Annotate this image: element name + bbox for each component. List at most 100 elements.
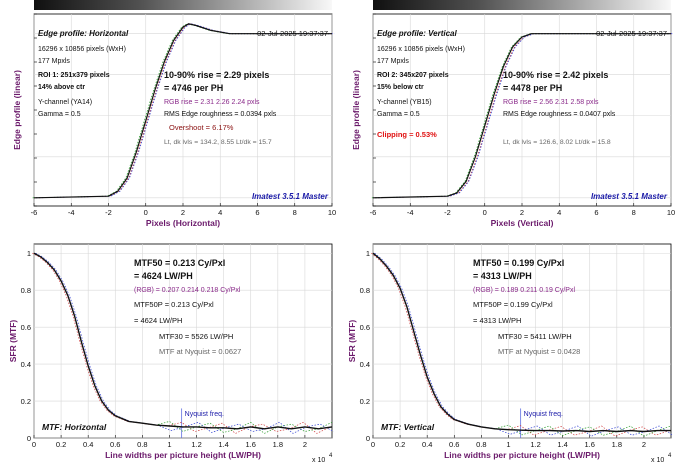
x-tick-label: 1.2	[191, 440, 201, 449]
nyquist-label: Nyquist freq.	[524, 411, 563, 418]
edge-curve	[372, 33, 671, 199]
x-tick-label: 0	[483, 208, 487, 217]
x-tick-label: 1.4	[218, 440, 228, 449]
edge-curve	[33, 23, 332, 199]
info-line: ROI 2: 345x207 pixels	[377, 72, 449, 79]
mtf50-text: MTF50 = 0.199 Cy/Pxl	[473, 258, 564, 268]
x-tick-label: 0.8	[137, 440, 147, 449]
mtf50-lwph: = 4313 LW/PH	[473, 271, 532, 281]
mtf50-rgb: (RGB) = 0.189 0.211 0.19 Cy/Pxl	[473, 287, 575, 294]
x-axis-title: Line widths per picture height (LW/PH)	[105, 450, 261, 460]
mtf30-text: MTF30 = 5411 LW/PH	[498, 332, 572, 341]
chart-title: Edge profile: Vertical	[377, 29, 458, 38]
x-tick-label: 1.8	[273, 440, 283, 449]
mtf50-text: MTF50 = 0.213 Cy/Pxl	[134, 258, 225, 268]
mtf50p-text: MTF50P = 0.199 Cy/Pxl	[473, 300, 553, 309]
nyquist-label: Nyquist freq.	[185, 411, 224, 418]
channel-curve	[36, 23, 335, 199]
x-tick-label: -6	[31, 208, 38, 217]
x-tick-label: 4	[218, 208, 222, 217]
x-tick-label: 1.6	[246, 440, 256, 449]
y-tick-label: 1	[366, 249, 370, 258]
mtf-vertical-panel: 0 0.2 0.4 0.6 0.8 1 1.2 1.4 1.6 1.8 2 0 0.2 0.4 0.6 0.8…	[347, 243, 673, 464]
x-multiplier: x 10	[651, 457, 664, 464]
x-tick-label: 0	[371, 440, 375, 449]
x-tick-label: 1.6	[585, 440, 595, 449]
info-line: Gamma = 0.5	[38, 111, 81, 118]
x-tick-label: 1.2	[530, 440, 540, 449]
y-tick-label: 0	[27, 434, 31, 443]
info-line: Gamma = 0.5	[377, 111, 420, 118]
rise-line: 10-90% rise = 2.29 pixels	[164, 70, 269, 80]
y-tick-label: 0.8	[360, 286, 370, 295]
y-tick-label: 0.4	[360, 360, 370, 369]
x-tick-label: 2	[303, 440, 307, 449]
mtf-nyquist-text: MTF at Nyquist = 0.0627	[159, 347, 241, 356]
x-tick-label: -4	[68, 208, 75, 217]
chart-date: 02-Jul-2025 19:37:37	[596, 29, 667, 38]
x-axis-title: Pixels (Vertical)	[491, 218, 554, 228]
y-tick-label: 0.6	[360, 323, 370, 332]
info-line: 177 Mpxls	[38, 58, 70, 65]
channel-curve	[32, 23, 331, 199]
chart-title: MTF: Vertical	[381, 422, 435, 432]
y-axis-title: SFR (MTF)	[8, 320, 18, 363]
rms-roughness: RMS Edge roughness = 0.0407 pxls	[503, 111, 616, 118]
x-tick-label: 6	[594, 208, 598, 217]
mtf50p-text: MTF50P = 0.213 Cy/Pxl	[134, 300, 214, 309]
x-tick-label: 8	[293, 208, 297, 217]
x-tick-label: 0.4	[83, 440, 93, 449]
info-line: 177 Mpxls	[377, 58, 409, 65]
x-tick-label: 0.6	[110, 440, 120, 449]
x-tick-label: 0.2	[395, 440, 405, 449]
x-tick-label: 2	[181, 208, 185, 217]
x-tick-label: 1	[167, 440, 171, 449]
info-line: Y-channel (YB15)	[377, 99, 432, 106]
x-tick-label: 6	[255, 208, 259, 217]
edge-gradient-bar	[34, 0, 332, 10]
info-line: 14% above ctr	[38, 84, 85, 91]
x-tick-label: -4	[407, 208, 414, 217]
light-dark-levels: Lt, dk lvls = 126.6, 8.02 Lt/dk = 15.8	[503, 139, 611, 146]
y-tick-label: 0.2	[360, 397, 370, 406]
x-tick-label: -2	[444, 208, 451, 217]
chart-title: Edge profile: Horizontal	[38, 29, 129, 38]
mtf-curve	[33, 252, 333, 430]
mtf30-text: MTF30 = 5526 LW/PH	[159, 332, 233, 341]
y-axis-title: SFR (MTF)	[347, 320, 357, 363]
x-tick-label: 0.8	[476, 440, 486, 449]
mtf50-rgb: (RGB) = 0.207 0.214 0.218 Cy/Pxl	[134, 287, 241, 294]
x-tick-label: 4	[557, 208, 561, 217]
edge-horizontal-panel: -6 -4 -2 0 2 4 6 8 10 Pixels (Horizontal) Edge pro…	[12, 13, 336, 228]
y-tick-label: 0.6	[21, 323, 31, 332]
mtf50p-lwph: = 4313 LW/PH	[473, 316, 521, 325]
rise-line: 10-90% rise = 2.42 pixels	[503, 70, 608, 80]
y-tick-label: 0	[366, 434, 370, 443]
mtf-nyquist-text: MTF at Nyquist = 0.0428	[498, 347, 580, 356]
info-line: ROI 1: 251x379 pixels	[38, 72, 110, 79]
mtf50p-lwph: = 4624 LW/PH	[134, 316, 182, 325]
y-axis-title: Edge profile (linear)	[12, 70, 22, 150]
y-axis-title: Edge profile (linear)	[351, 70, 361, 150]
x-tick-label: 0.2	[56, 440, 66, 449]
channel-curve	[35, 23, 334, 199]
x-multiplier-exponent: 4	[668, 453, 672, 459]
mtf50-lwph: = 4624 LW/PH	[134, 271, 193, 281]
plot-frame	[33, 243, 333, 439]
x-tick-label: 2	[520, 208, 524, 217]
info-line: 16296 x 10856 pixels (WxH)	[38, 46, 126, 53]
mtf-horizontal-panel: 0 0.2 0.4 0.6 0.8 1 1.2 1.4 1.6 1.8 2 0 0.2 0.4 0.6 0.8…	[8, 243, 334, 464]
edge-vertical-panel: -6 -4 -2 0 2 4 6 8 10 Pixels (Vertical) Edge profi…	[351, 13, 675, 228]
rgb-rise: RGB rise = 2.31 2.26 2.24 pxls	[164, 99, 260, 106]
x-tick-label: -2	[105, 208, 112, 217]
plot-frame	[372, 243, 672, 439]
imatest-watermark: Imatest 3.5.1 Master	[252, 192, 329, 201]
x-multiplier-exponent: 4	[329, 453, 333, 459]
info-line: 15% below ctr	[377, 84, 424, 91]
edge-gradient-bar	[373, 0, 671, 10]
rgb-rise: RGB rise = 2.56 2.31 2.58 pxls	[503, 99, 599, 106]
overshoot-text: Overshoot = 6.17%	[169, 123, 234, 132]
x-tick-label: 1.4	[557, 440, 567, 449]
rms-roughness: RMS Edge roughness = 0.0394 pxls	[164, 111, 277, 118]
